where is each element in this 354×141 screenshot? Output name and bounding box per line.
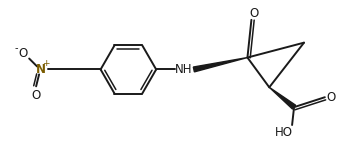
Text: O: O	[326, 91, 335, 104]
Polygon shape	[269, 87, 296, 109]
Text: O: O	[19, 47, 28, 60]
Text: NH: NH	[175, 63, 193, 76]
Text: HO: HO	[275, 126, 293, 139]
Text: -: -	[15, 43, 18, 53]
Text: +: +	[42, 60, 50, 69]
Text: N: N	[36, 63, 46, 76]
Text: O: O	[250, 7, 259, 20]
Text: O: O	[32, 89, 41, 102]
Polygon shape	[193, 58, 247, 72]
